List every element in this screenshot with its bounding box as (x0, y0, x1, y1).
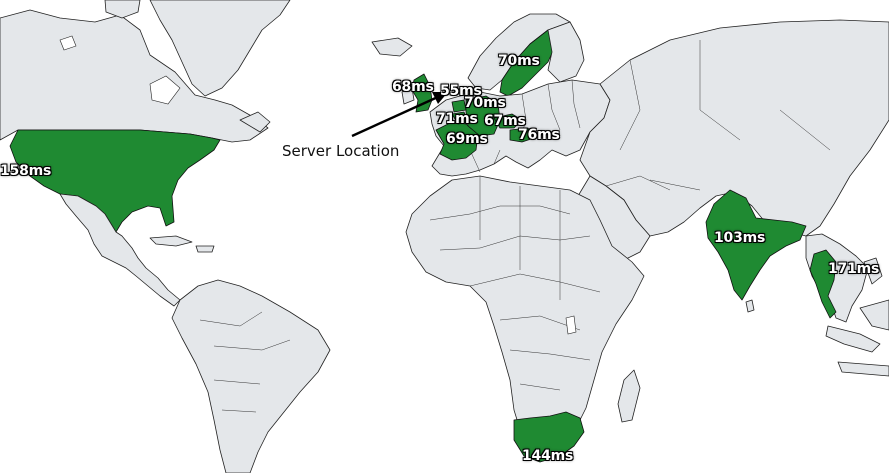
country-india (705, 189, 807, 301)
latency-label-france: 69ms (446, 131, 488, 147)
latency-label-belgium: 71ms (436, 111, 478, 127)
latency-label-sweden: 70ms (498, 53, 540, 69)
latency-label-netherlands: 55ms (440, 83, 482, 99)
country-south-africa (513, 411, 585, 463)
south-america (171, 279, 331, 473)
latency-label-south-africa: 144ms (522, 448, 574, 464)
ireland (401, 87, 415, 105)
latency-label-hungary: 76ms (518, 127, 560, 143)
africa (405, 175, 645, 451)
country-czech-republic (493, 113, 523, 129)
greenland (149, 0, 291, 97)
mexico-central-america (59, 193, 181, 307)
country-united-states (9, 129, 221, 233)
server-arrow (351, 94, 441, 138)
latency-label-thailand: 171ms (828, 261, 880, 277)
country-germany (465, 95, 501, 137)
latency-label-india: 103ms (714, 230, 766, 246)
country-hungary (509, 127, 535, 143)
latency-label-czech-republic: 67ms (484, 113, 526, 129)
madagascar (617, 369, 641, 423)
latency-label-germany: 70ms (464, 95, 506, 111)
finland (547, 21, 585, 83)
latency-label-united-states: 158ms (0, 163, 52, 179)
latency-label-united-kingdom: 68ms (392, 79, 434, 95)
server-arrow-head-icon (432, 92, 448, 104)
country-thailand (809, 249, 837, 319)
server-location-label: Server Location (282, 142, 400, 160)
country-sweden (499, 29, 557, 97)
iceland (371, 37, 413, 57)
